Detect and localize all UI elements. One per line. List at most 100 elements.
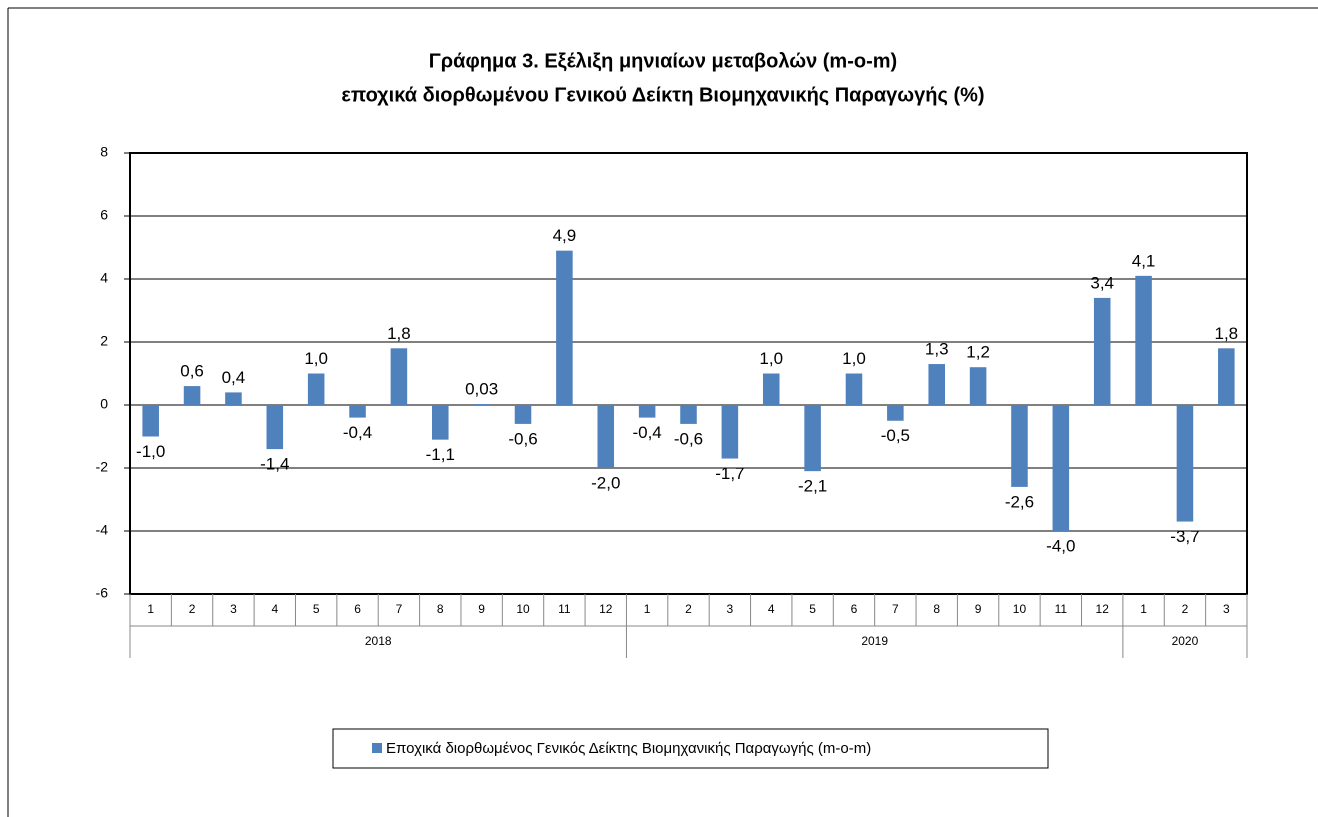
bar [225,392,242,405]
value-label: 1,2 [966,343,990,362]
value-label: 0,6 [180,362,204,381]
x-tick-label: 7 [396,602,403,616]
bar [1176,405,1194,522]
value-label: -1,0 [136,442,165,461]
value-label: -2,6 [1005,492,1034,511]
bar [638,405,656,418]
value-label: -0,6 [674,429,703,448]
bar [307,373,325,405]
x-tick-label: 6 [851,602,858,616]
value-label: 1,3 [925,340,949,359]
x-tick-label: 1 [1140,602,1147,616]
legend-label: Εποχικά διορθωμένος Γενικός Δείκτης Βιομ… [386,740,871,757]
x-tick-label: 3 [727,602,734,616]
legend-swatch [372,743,382,753]
bar [969,367,987,405]
x-tick-label: 5 [313,602,320,616]
value-label: 1,8 [1214,324,1238,343]
x-tick-label: 2 [685,602,692,616]
x-tick-label: 12 [599,602,613,616]
value-label: -4,0 [1046,536,1075,555]
x-tick-label: 2 [1182,602,1189,616]
x-tick-label: 10 [1013,602,1027,616]
group-label: 2018 [365,634,392,648]
x-tick-label: 9 [975,602,982,616]
value-label: 0,4 [222,368,246,387]
plot-border [129,152,1248,595]
x-tick-label: 12 [1096,602,1110,616]
value-label: -1,1 [426,445,455,464]
group-label: 2019 [861,634,888,648]
y-tick-label: 4 [100,270,108,286]
bar [1011,405,1028,487]
x-tick-label: 9 [478,602,485,616]
value-label: -3,7 [1170,527,1199,546]
bar [556,250,573,405]
bar [928,364,945,405]
x-tick-label: 4 [271,602,278,616]
bar [390,348,408,405]
bar [266,405,284,450]
value-label: -0,6 [508,429,537,448]
bar [1218,348,1235,405]
value-label: -0,4 [632,423,661,442]
value-label: -2,0 [591,473,620,492]
bar [432,405,449,440]
value-label: -1,4 [260,455,289,474]
bar [680,405,697,424]
bar [845,373,863,405]
value-label: -0,4 [343,423,372,442]
value-label: 0,03 [465,380,498,399]
value-label: -0,5 [881,426,910,445]
value-label: -1,7 [715,464,744,483]
bar [473,404,490,405]
chart-subtitle: εποχικά διορθωμένου Γενικού Δείκτη Βιομη… [341,84,984,106]
value-label: 4,9 [553,226,577,245]
legend-box [332,728,1049,769]
y-tick-label: 2 [100,333,108,349]
y-tick-label: -4 [96,522,109,538]
bar [142,405,159,437]
value-label: 1,0 [759,349,783,368]
x-tick-label: 1 [147,602,154,616]
x-tick-label: 11 [558,602,571,616]
x-tick-label: 11 [1055,602,1068,616]
y-tick-label: -6 [96,585,109,601]
bar [762,373,780,405]
value-label: 1,0 [304,349,328,368]
value-label: -2,1 [798,477,827,496]
x-tick-label: 5 [809,602,816,616]
bar [1135,275,1152,405]
value-label: 1,8 [387,324,411,343]
x-tick-label: 10 [516,602,530,616]
chart-title: Γράφημα 3. Εξέλιξη μηνιαίων μεταβολών (m… [429,50,897,72]
x-tick-label: 8 [933,602,940,616]
value-label: 3,4 [1090,273,1114,292]
x-tick-label: 8 [437,602,444,616]
y-tick-label: 6 [100,207,108,223]
bar [597,405,615,468]
bar [514,405,532,424]
bar [1093,297,1111,405]
x-tick-label: 7 [892,602,899,616]
value-label: 4,1 [1132,251,1156,270]
x-tick-label: 1 [644,602,651,616]
bar [887,405,904,421]
x-tick-label: 3 [230,602,237,616]
x-tick-label: 4 [768,602,775,616]
bar [349,405,366,418]
bar [1052,405,1070,531]
bar [721,405,739,459]
x-tick-label: 2 [189,602,196,616]
x-tick-label: 3 [1223,602,1230,616]
bar [183,386,201,405]
x-tick-label: 6 [354,602,361,616]
y-tick-label: 0 [100,396,108,412]
y-tick-label: -2 [96,459,109,475]
bar [804,405,821,472]
value-label: 1,0 [842,349,866,368]
group-label: 2020 [1172,634,1199,648]
y-tick-label: 8 [100,144,108,160]
